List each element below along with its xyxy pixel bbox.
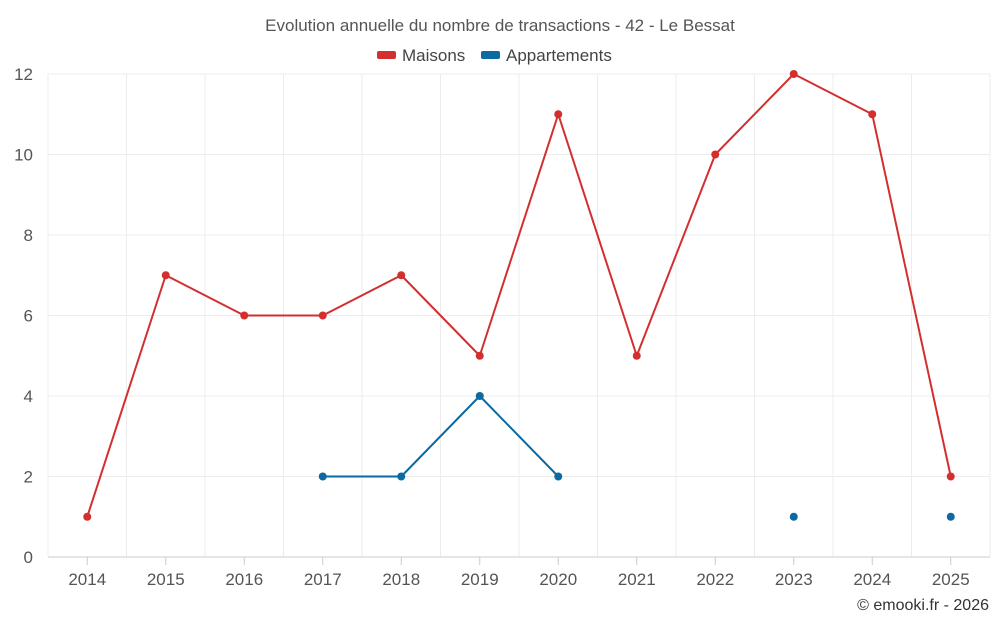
data-point-appartements[interactable] — [946, 512, 955, 521]
x-tick-label: 2016 — [225, 570, 263, 589]
series-appartements — [318, 392, 955, 521]
x-tick-label: 2020 — [539, 570, 577, 589]
y-tick-label: 12 — [14, 65, 33, 84]
x-tick-label: 2017 — [304, 570, 342, 589]
legend: Maisons Appartements — [377, 46, 612, 65]
x-tick-label: 2014 — [68, 570, 106, 589]
data-point-maisons[interactable] — [161, 271, 170, 280]
data-point-maisons[interactable] — [554, 110, 563, 119]
data-point-maisons[interactable] — [240, 311, 249, 320]
credit-text: © emooki.fr - 2026 — [857, 597, 989, 614]
y-tick-label: 10 — [14, 146, 33, 165]
axes: 0 2 4 6 8 10 12 2014 2015 2016 2017 2018 2019 2020 202… — [14, 65, 970, 589]
data-point-appartements[interactable] — [554, 472, 563, 481]
x-tick-label: 2023 — [775, 570, 813, 589]
y-tick-label: 6 — [24, 307, 33, 326]
x-tick-label: 2021 — [618, 570, 656, 589]
data-point-appartements[interactable] — [475, 392, 484, 400]
legend-label: Maisons — [402, 46, 465, 65]
x-tick-label: 2019 — [461, 570, 499, 589]
chart-title: Evolution annuelle du nombre de transact… — [265, 16, 735, 35]
x-tick-label: 2022 — [696, 570, 734, 589]
data-point-maisons[interactable] — [789, 70, 798, 78]
series-line-appartements — [322, 395, 559, 478]
data-point-appartements[interactable] — [789, 512, 798, 521]
legend-item-appartements[interactable]: Appartements — [481, 46, 612, 65]
data-point-appartements[interactable] — [318, 472, 327, 481]
legend-item-maisons[interactable]: Maisons — [377, 46, 465, 65]
x-tick-label: 2024 — [853, 570, 891, 589]
data-point-maisons[interactable] — [397, 271, 406, 280]
series-line-maisons — [86, 73, 952, 518]
data-point-maisons[interactable] — [632, 351, 641, 360]
legend-label: Appartements — [506, 46, 612, 65]
legend-swatch — [481, 51, 500, 59]
y-tick-label: 0 — [24, 548, 33, 567]
data-point-maisons[interactable] — [711, 150, 720, 159]
data-point-maisons[interactable] — [318, 311, 327, 320]
data-point-appartements[interactable] — [397, 472, 406, 481]
y-tick-label: 8 — [24, 226, 33, 245]
data-point-maisons[interactable] — [868, 110, 877, 119]
series — [83, 70, 955, 521]
x-tick-label: 2015 — [147, 570, 185, 589]
y-tick-label: 2 — [24, 468, 33, 487]
data-point-maisons[interactable] — [946, 472, 955, 481]
x-tick-label: 2018 — [382, 570, 420, 589]
data-point-maisons[interactable] — [83, 512, 92, 521]
data-point-maisons[interactable] — [475, 351, 484, 360]
legend-swatch — [377, 51, 396, 59]
x-tick-label: 2025 — [932, 570, 970, 589]
series-maisons — [83, 70, 955, 521]
y-tick-label: 4 — [24, 387, 33, 406]
grid — [47, 73, 991, 558]
